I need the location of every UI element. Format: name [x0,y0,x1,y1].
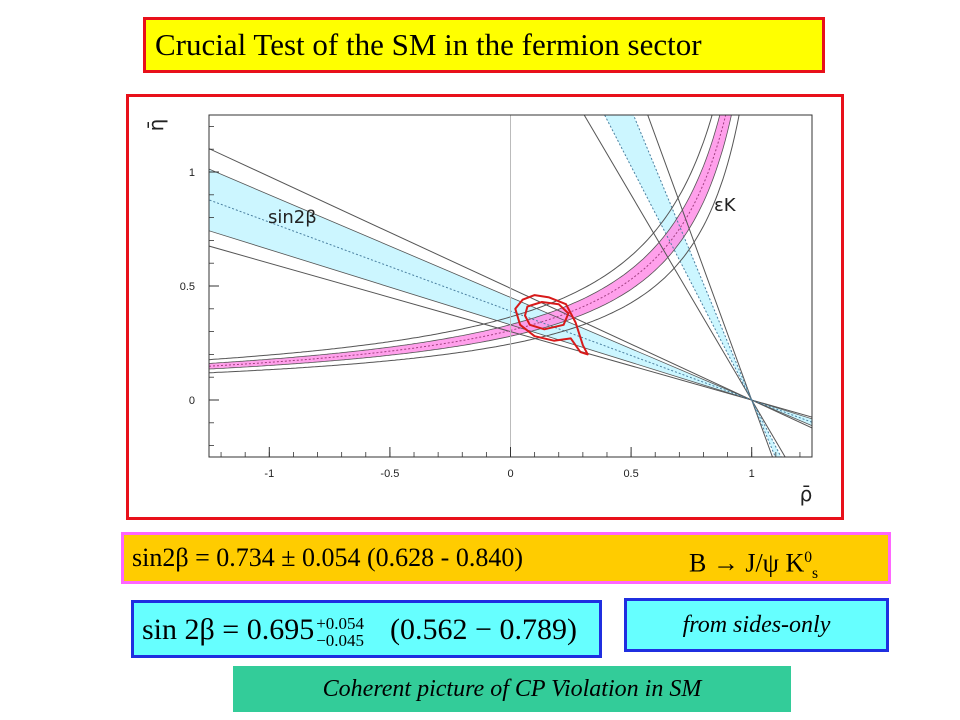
slide-title: Crucial Test of the SM in the fermion se… [143,17,825,73]
sin2beta-formula: sin 2β = 0.695 +0.054 −0.045 (0.562 − 0.789… [142,613,577,651]
sin2beta-inner-line-0 [209,230,812,420]
sin2beta-outer-line-1 [209,148,812,429]
x-tick-label-4: 1 [749,468,755,480]
decay-process: B → J/ψ K0s [689,548,819,582]
unitarity-triangle-chart: -1 -0.5 0 0.5 1 0 0.5 1 ρ̄ η̄ sin2β εK [144,114,813,506]
y-tick-label-0: 0 [189,395,195,407]
epsK-outer-line-0 [209,115,740,374]
y-tick-label-2: 1 [189,167,195,179]
x-tick-label-2: 0 [507,468,513,480]
contour-outer [514,294,589,356]
epsK-outer-line-1 [209,115,713,361]
epsK-central-line [209,115,727,367]
epsK-band-fill [209,115,732,369]
steep-outer-line-0 [647,115,774,457]
y-tick-label-1: 0.5 [180,281,195,293]
formula-box: sin 2β = 0.695 +0.054 −0.045 (0.562 − 0.789… [131,600,602,658]
x-tick-label-0: -1 [264,468,274,480]
sin2beta-value: sin2β = 0.734 ± 0.054 (0.628 - 0.840) [132,543,523,572]
x-tick-label-1: -0.5 [380,468,399,480]
plot-frame: -1 -0.5 0 0.5 1 0 0.5 1 ρ̄ η̄ sin2β εK [126,94,844,520]
sin2beta-result-bar: sin2β = 0.734 ± 0.054 (0.628 - 0.840) B … [121,532,891,584]
contour-inner [524,301,570,331]
coherent-picture-caption: Coherent picture of CP Violation in SM [233,666,791,712]
steep-inner-line-0 [632,115,776,457]
y-axis-label: η̄ [144,119,168,132]
epsK-band-label: εK [714,195,737,216]
x-tick-label-3: 0.5 [623,468,638,480]
sin2beta-band-label: sin2β [268,207,317,228]
x-axis-label: ρ̄ [800,482,813,506]
epsK-inner-line-0 [209,115,732,370]
steep-outer-line-1 [583,115,786,457]
epsK-inner-line-1 [209,115,721,364]
sides-only-label: from sides-only [624,598,889,652]
